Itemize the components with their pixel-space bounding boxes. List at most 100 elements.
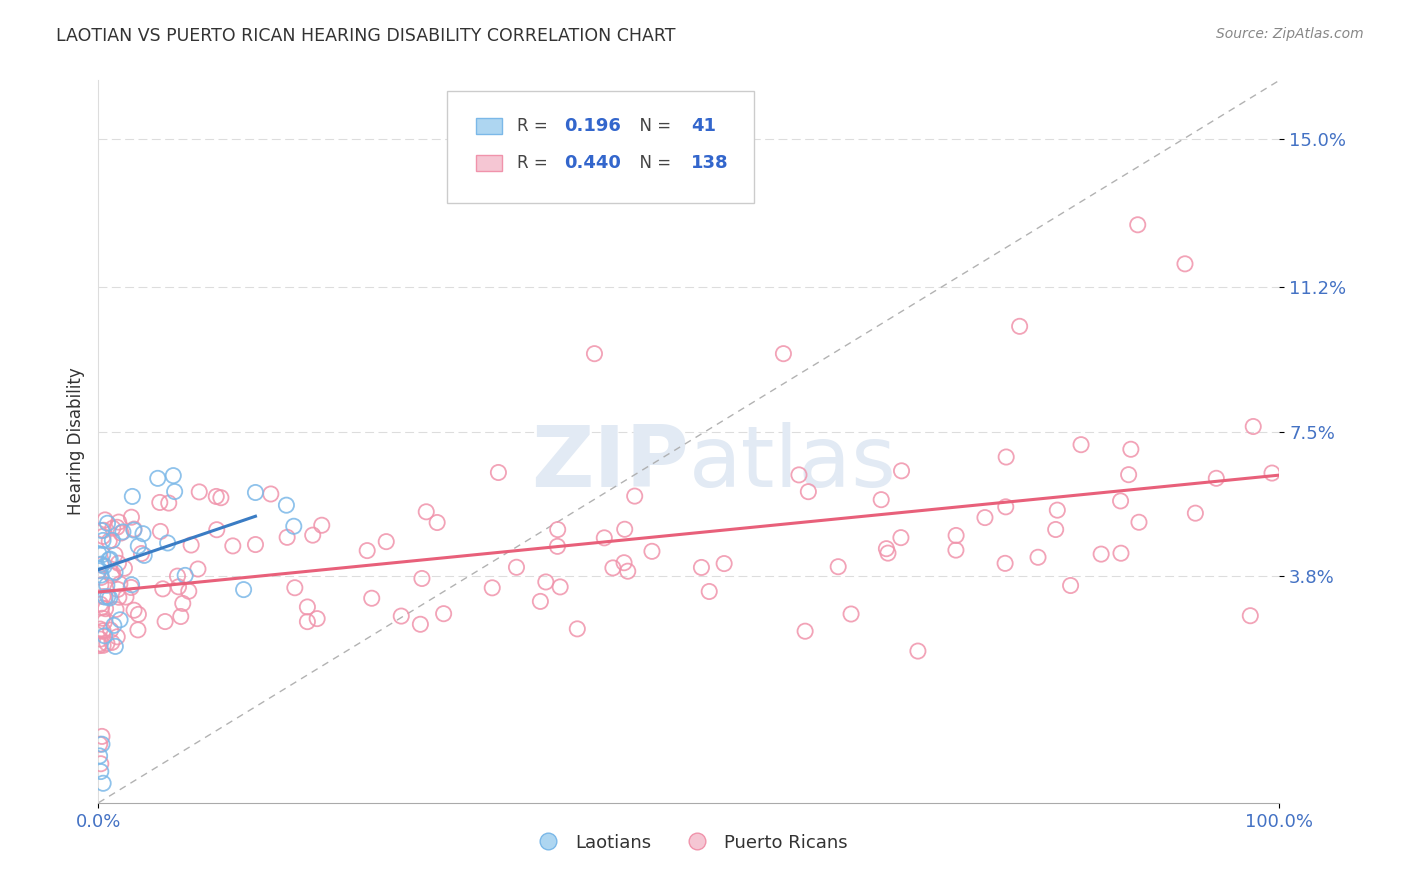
Point (127, 607, 149, 622)
Point (187, 562, 209, 576)
FancyBboxPatch shape (447, 91, 754, 203)
Point (89, 639, 111, 653)
Point (122, 603, 145, 617)
Point (100, 623, 122, 637)
Point (583, 346, 606, 360)
Text: N =: N = (628, 117, 676, 135)
Point (115, 590, 138, 604)
Point (98, 534, 121, 549)
Point (375, 534, 398, 549)
Text: 138: 138 (692, 154, 728, 172)
Point (87, 547, 110, 561)
Point (149, 524, 172, 539)
Point (486, 466, 509, 480)
Point (1239, 608, 1261, 623)
Point (89, 597, 111, 611)
Point (772, 346, 794, 360)
Point (101, 566, 124, 581)
Point (389, 609, 412, 624)
Point (121, 578, 143, 592)
Point (433, 607, 456, 621)
Point (122, 523, 145, 537)
FancyBboxPatch shape (477, 155, 502, 171)
Point (593, 531, 616, 545)
Point (1241, 419, 1264, 434)
Text: ZIP: ZIP (531, 422, 689, 505)
Point (1090, 547, 1112, 561)
Point (90, 524, 112, 538)
Point (93, 559, 115, 574)
Point (1119, 442, 1142, 457)
Point (96, 578, 118, 592)
Text: Source: ZipAtlas.com: Source: ZipAtlas.com (1216, 27, 1364, 41)
Point (870, 492, 893, 507)
Point (107, 556, 129, 570)
Text: LAOTIAN VS PUERTO RICAN HEARING DISABILITY CORRELATION CHART: LAOTIAN VS PUERTO RICAN HEARING DISABILI… (56, 27, 676, 45)
Point (93, 629, 115, 643)
Point (877, 546, 900, 560)
Point (98, 591, 121, 605)
Point (505, 560, 527, 574)
Point (127, 539, 149, 553)
Point (91, 529, 114, 543)
Point (172, 596, 194, 610)
Point (1126, 218, 1149, 232)
Point (91, 730, 114, 744)
Point (101, 533, 124, 548)
Point (89, 632, 111, 647)
Point (120, 581, 142, 595)
Point (89, 637, 111, 651)
Point (297, 599, 319, 614)
Point (426, 516, 449, 530)
Legend: Laotians, Puerto Ricans: Laotians, Puerto Ricans (523, 826, 855, 859)
Point (995, 450, 1018, 464)
Point (91, 737, 114, 751)
Point (90, 764, 112, 779)
Point (180, 538, 202, 552)
Point (91, 638, 114, 652)
Point (690, 560, 713, 574)
Point (122, 522, 145, 536)
Point (93, 523, 115, 537)
Point (104, 640, 127, 654)
Point (90, 756, 112, 771)
Point (107, 582, 129, 597)
Point (1026, 550, 1049, 565)
Point (121, 490, 143, 504)
Point (907, 644, 929, 658)
Point (567, 622, 589, 636)
Point (98, 552, 121, 566)
Point (163, 484, 186, 499)
Point (409, 617, 432, 632)
Point (1128, 515, 1150, 529)
Point (120, 510, 142, 524)
Point (697, 584, 720, 599)
Point (108, 577, 131, 591)
Point (112, 561, 135, 575)
FancyBboxPatch shape (477, 118, 502, 134)
Point (146, 471, 169, 485)
Point (132, 526, 155, 541)
Point (307, 612, 329, 626)
Point (481, 581, 503, 595)
Point (297, 615, 319, 629)
Point (1174, 257, 1197, 271)
Point (356, 543, 378, 558)
Point (1118, 467, 1140, 482)
Point (890, 464, 912, 478)
Point (91, 624, 114, 638)
Point (232, 582, 254, 597)
Point (89, 622, 111, 636)
Point (108, 613, 131, 627)
Point (94, 601, 117, 615)
Point (105, 520, 128, 534)
Text: 41: 41 (692, 117, 716, 135)
Point (283, 519, 305, 533)
Point (97, 590, 120, 604)
Point (797, 484, 820, 499)
Point (91, 533, 114, 548)
Point (205, 523, 228, 537)
Point (1046, 503, 1069, 517)
Text: 0.440: 0.440 (564, 154, 620, 172)
Point (1045, 523, 1067, 537)
